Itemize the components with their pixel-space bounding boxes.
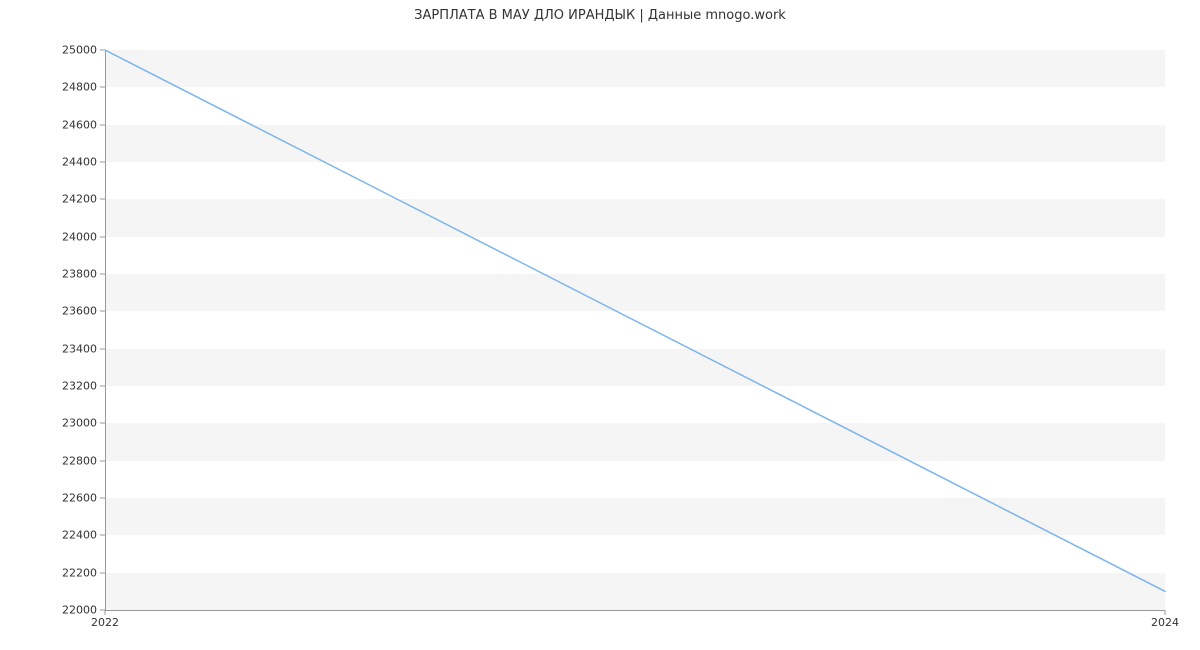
y-tick-label: 23000 — [62, 417, 97, 430]
x-tick-label: 2022 — [91, 616, 119, 629]
series-line-salary — [105, 50, 1165, 591]
y-tick-label: 23800 — [62, 268, 97, 281]
x-tick-label: 2024 — [1151, 616, 1179, 629]
x-axis-line — [105, 610, 1165, 611]
y-tick-label: 23600 — [62, 305, 97, 318]
y-tick-label: 22000 — [62, 604, 97, 617]
y-tick-label: 24000 — [62, 230, 97, 243]
y-tick-label: 22200 — [62, 566, 97, 579]
y-tick-label: 24200 — [62, 193, 97, 206]
y-tick-label: 24600 — [62, 118, 97, 131]
y-tick-label: 22400 — [62, 529, 97, 542]
y-tick-label: 24400 — [62, 156, 97, 169]
y-tick-label: 24800 — [62, 81, 97, 94]
y-tick-label: 25000 — [62, 44, 97, 57]
chart-title: ЗАРПЛАТА В МАУ ДЛО ИРАНДЫК | Данные mnog… — [0, 8, 1200, 23]
y-tick-label: 23400 — [62, 342, 97, 355]
series-layer — [105, 50, 1165, 610]
y-tick-label: 22600 — [62, 492, 97, 505]
y-tick-label: 22800 — [62, 454, 97, 467]
salary-chart: ЗАРПЛАТА В МАУ ДЛО ИРАНДЫК | Данные mnog… — [0, 0, 1200, 650]
y-tick-label: 23200 — [62, 380, 97, 393]
plot-area: 2200022200224002260022800230002320023400… — [105, 50, 1165, 610]
